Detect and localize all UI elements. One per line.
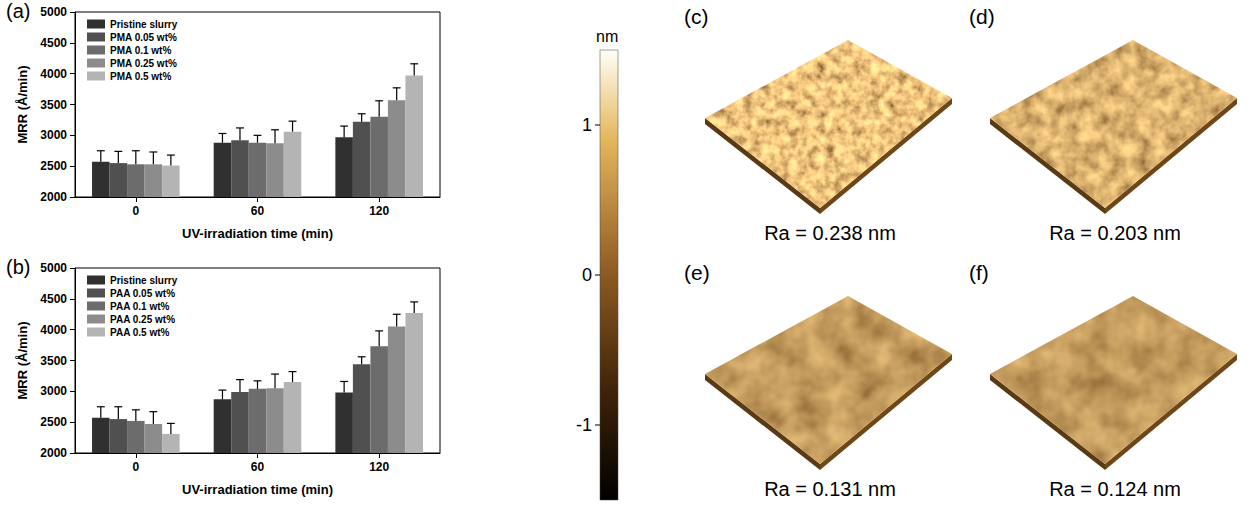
svg-text:Pristine slurry: Pristine slurry bbox=[110, 275, 178, 286]
svg-text:Ra = 0.238 nm: Ra = 0.238 nm bbox=[764, 222, 896, 244]
svg-text:3000: 3000 bbox=[40, 128, 67, 142]
svg-text:MRR (Å/min): MRR (Å/min) bbox=[15, 66, 30, 144]
svg-text:1: 1 bbox=[582, 115, 592, 135]
svg-text:PAA 0.25 wt%: PAA 0.25 wt% bbox=[110, 314, 175, 325]
svg-text:PAA 0.5 wt%: PAA 0.5 wt% bbox=[110, 327, 170, 338]
svg-text:4500: 4500 bbox=[40, 36, 67, 50]
svg-text:2500: 2500 bbox=[40, 159, 67, 173]
svg-text:0: 0 bbox=[132, 460, 139, 474]
svg-text:60: 60 bbox=[251, 460, 265, 474]
svg-text:PMA 0.5 wt%: PMA 0.5 wt% bbox=[110, 71, 171, 82]
svg-text:Ra = 0.203 nm: Ra = 0.203 nm bbox=[1049, 222, 1181, 244]
svg-text:nm: nm bbox=[596, 28, 618, 45]
svg-text:0: 0 bbox=[582, 265, 592, 285]
svg-text:Pristine slurry: Pristine slurry bbox=[110, 19, 178, 30]
svg-text:120: 120 bbox=[369, 204, 389, 218]
svg-text:PMA 0.05 wt%: PMA 0.05 wt% bbox=[110, 32, 177, 43]
svg-text:2500: 2500 bbox=[40, 415, 67, 429]
svg-text:Ra = 0.124 nm: Ra = 0.124 nm bbox=[1049, 478, 1181, 500]
svg-text:(f): (f) bbox=[969, 261, 989, 284]
html-text:(a): (a) bbox=[6, 0, 31, 22]
svg-text:Ra = 0.131 nm: Ra = 0.131 nm bbox=[764, 478, 896, 500]
svg-text:0: 0 bbox=[132, 204, 139, 218]
svg-text:-1: -1 bbox=[576, 415, 592, 435]
svg-text:4500: 4500 bbox=[40, 292, 67, 306]
svg-text:120: 120 bbox=[369, 460, 389, 474]
svg-text:(c): (c) bbox=[684, 5, 709, 28]
svg-text:(e): (e) bbox=[684, 261, 710, 284]
svg-text:4000: 4000 bbox=[40, 323, 67, 337]
svg-text:4000: 4000 bbox=[40, 67, 67, 81]
svg-text:2000: 2000 bbox=[40, 190, 67, 204]
html-text:(b): (b) bbox=[6, 256, 31, 278]
svg-text:3000: 3000 bbox=[40, 384, 67, 398]
svg-text:PMA 0.25 wt%: PMA 0.25 wt% bbox=[110, 58, 177, 69]
svg-text:PAA 0.05 wt%: PAA 0.05 wt% bbox=[110, 288, 175, 299]
svg-text:(d): (d) bbox=[969, 5, 995, 28]
svg-text:2000: 2000 bbox=[40, 446, 67, 460]
svg-text:MRR (Å/min): MRR (Å/min) bbox=[15, 322, 30, 400]
svg-text:60: 60 bbox=[251, 204, 265, 218]
svg-text:3500: 3500 bbox=[40, 354, 67, 368]
svg-text:PMA 0.1 wt%: PMA 0.1 wt% bbox=[110, 45, 171, 56]
svg-text:5000: 5000 bbox=[40, 261, 67, 275]
svg-text:UV-irradiation time (min): UV-irradiation time (min) bbox=[182, 226, 333, 241]
svg-text:5000: 5000 bbox=[40, 5, 67, 19]
svg-text:3500: 3500 bbox=[40, 98, 67, 112]
svg-text:PAA 0.1 wt%: PAA 0.1 wt% bbox=[110, 301, 170, 312]
svg-text:UV-irradiation time (min): UV-irradiation time (min) bbox=[182, 482, 333, 497]
